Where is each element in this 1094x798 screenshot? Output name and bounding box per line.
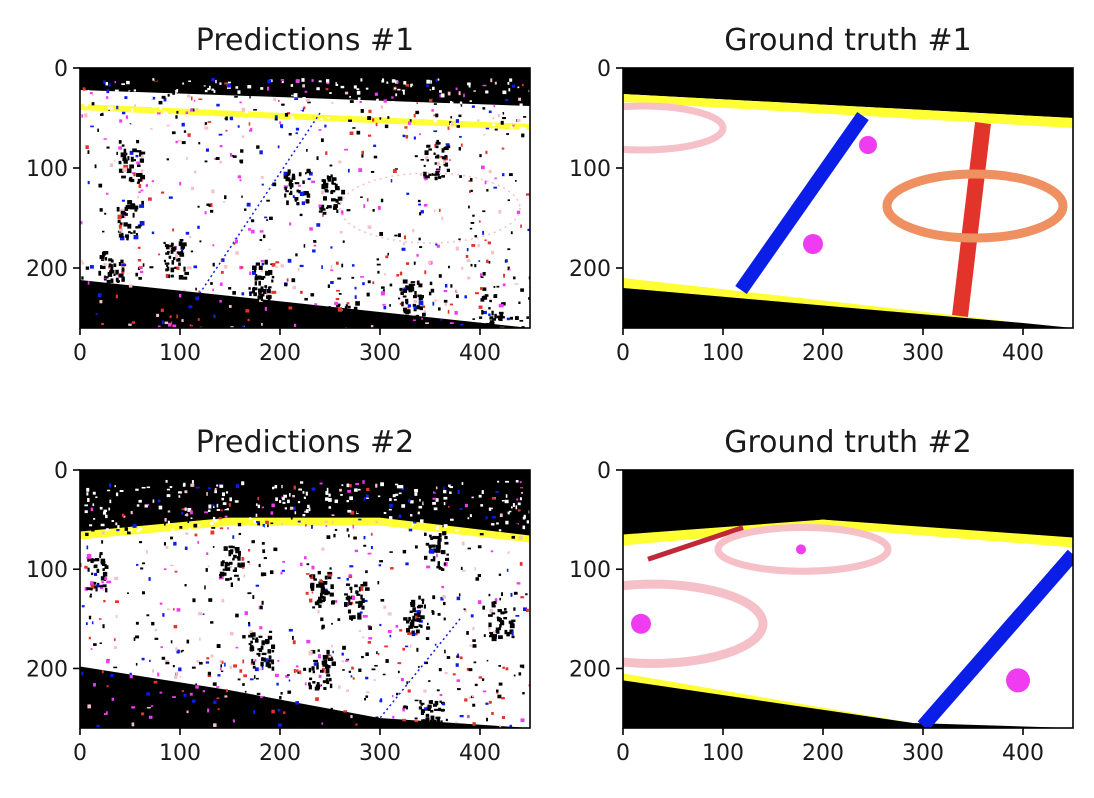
region-yellow xyxy=(623,278,1023,323)
x-tick-label: 200 xyxy=(802,741,844,766)
region-black xyxy=(80,666,530,728)
ring-pink xyxy=(623,579,768,668)
panel-3: Predictions #2 0 100 200 300 400 0 100 200 xyxy=(26,425,531,766)
region-yellow xyxy=(80,517,530,543)
dot-magenta xyxy=(1006,668,1030,693)
axes-frame xyxy=(622,67,1074,329)
panel-title: Predictions #1 xyxy=(196,23,414,58)
dot-magenta xyxy=(796,544,806,555)
x-tick-label: 100 xyxy=(159,341,201,366)
line-blue xyxy=(917,549,1073,728)
x-tick-label: 400 xyxy=(1002,341,1044,366)
ring-pink xyxy=(714,524,892,575)
axes-frame xyxy=(622,469,1074,729)
prediction-noise xyxy=(80,479,530,728)
x-tick-label: 300 xyxy=(359,341,401,366)
y-tick-label: 200 xyxy=(26,257,68,282)
region-black xyxy=(623,68,1073,118)
x-tick-label: 0 xyxy=(616,341,630,366)
dot-magenta xyxy=(859,136,877,154)
line-red xyxy=(647,525,744,562)
x-tick-label: 400 xyxy=(1002,741,1044,766)
panel-1: Predictions #1 0 100 200 300 400 0 100 200 xyxy=(26,23,531,366)
y-tick-label: 200 xyxy=(569,257,611,282)
y-tick-label: 0 xyxy=(597,57,611,82)
y-tick-label: 200 xyxy=(26,657,68,682)
prediction-noise xyxy=(80,78,530,328)
panel-image xyxy=(623,470,1073,728)
region-yellow xyxy=(623,94,1073,128)
region-black xyxy=(623,288,1073,328)
x-tick-label: 0 xyxy=(616,741,630,766)
y-tick-label: 100 xyxy=(26,558,68,583)
x-tick-label: 100 xyxy=(702,741,744,766)
line-red xyxy=(952,122,991,317)
x-tick-label: 0 xyxy=(73,341,87,366)
y-tick-label: 0 xyxy=(54,459,68,484)
region-yellow xyxy=(623,519,1073,548)
x-tick-label: 200 xyxy=(802,341,844,366)
panel-2: Ground truth #1 0 100 200 300 400 0 100 200 xyxy=(569,23,1074,366)
x-tick-label: 400 xyxy=(459,341,501,366)
x-tick-label: 100 xyxy=(159,741,201,766)
panel-image xyxy=(80,68,530,328)
dot-magenta xyxy=(631,613,651,634)
panel-4: Ground truth #2 0 100 200 300 400 0 100 200 xyxy=(569,425,1074,766)
x-tick-label: 300 xyxy=(902,341,944,366)
x-tick-label: 200 xyxy=(259,741,301,766)
dot-magenta xyxy=(803,234,823,254)
region-black xyxy=(623,470,1073,545)
panel-image xyxy=(80,470,530,728)
axes-frame xyxy=(79,469,531,729)
region-black xyxy=(623,680,1073,728)
line-blue xyxy=(735,111,869,295)
region-black xyxy=(80,68,530,106)
ring-orange xyxy=(882,169,1068,243)
y-tick-label: 200 xyxy=(569,657,611,682)
region-yellow xyxy=(623,673,913,724)
y-tick-label: 0 xyxy=(597,459,611,484)
x-tick-label: 200 xyxy=(259,341,301,366)
panel-image xyxy=(623,68,1073,328)
y-tick-label: 0 xyxy=(54,57,68,82)
panel-title: Ground truth #2 xyxy=(724,425,972,460)
panel-title: Predictions #2 xyxy=(196,425,414,460)
x-tick-label: 400 xyxy=(459,741,501,766)
axes-frame xyxy=(79,67,531,329)
y-tick-label: 100 xyxy=(569,558,611,583)
y-tick-label: 100 xyxy=(26,157,68,182)
x-tick-label: 300 xyxy=(902,741,944,766)
y-tick-label: 100 xyxy=(569,157,611,182)
panel-title: Ground truth #1 xyxy=(724,23,972,58)
x-tick-label: 0 xyxy=(73,741,87,766)
x-tick-label: 100 xyxy=(702,341,744,366)
x-tick-label: 300 xyxy=(359,741,401,766)
ring-pink xyxy=(623,102,727,154)
